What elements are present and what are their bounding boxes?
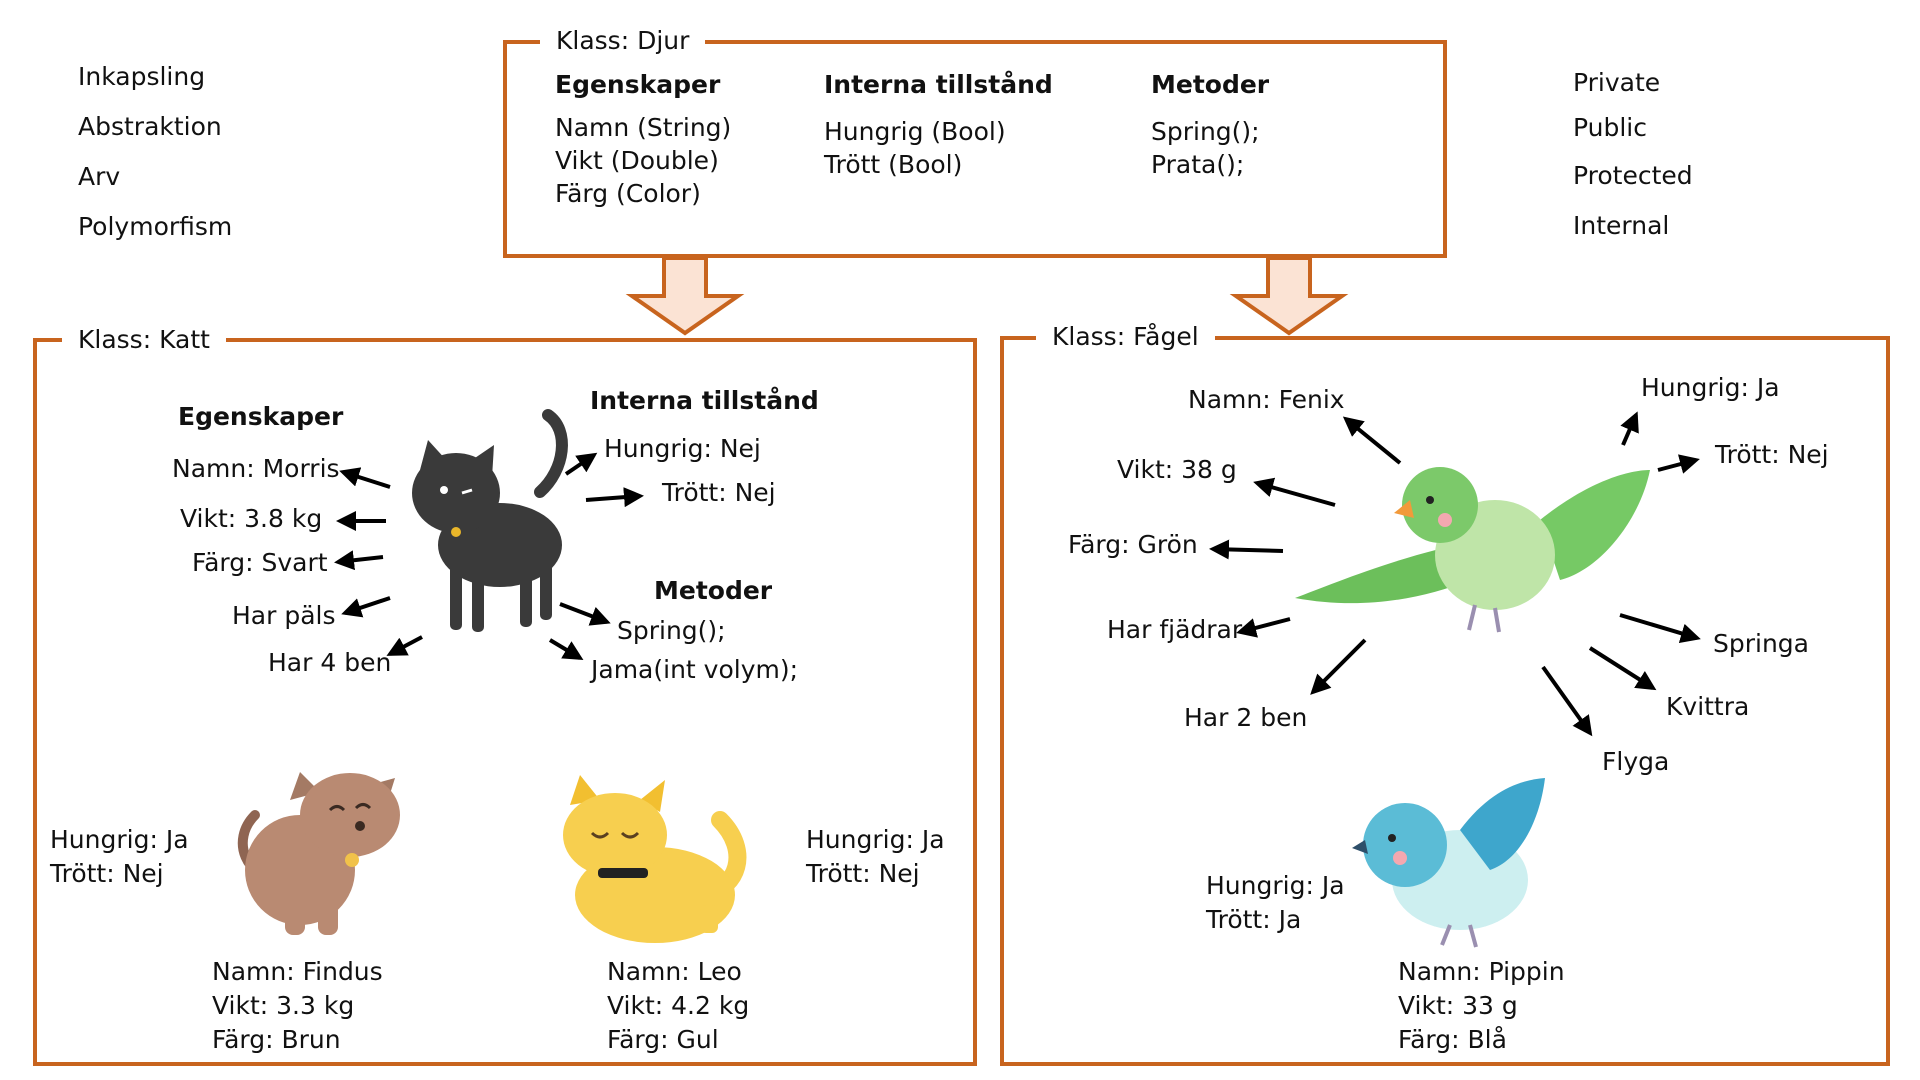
concept-polymorphism: Polymorfism: [78, 212, 233, 241]
cat-property-name: Namn: Morris: [172, 454, 340, 483]
modifier-public: Public: [1573, 113, 1647, 142]
modifier-protected: Protected: [1573, 161, 1693, 190]
bird-method-chirp: Kvittra: [1666, 692, 1750, 721]
modifier-internal: Internal: [1573, 211, 1670, 240]
arrow-bird-weight: [1253, 477, 1336, 507]
pippin-info: Namn: Pippin Vikt: 33 g Färg: Blå: [1398, 957, 1565, 1054]
arrow-cat-color: [334, 550, 384, 571]
arrow-bird-fly: [1541, 665, 1593, 737]
base-class-box: [503, 40, 1447, 258]
cat-properties-heading: Egenskaper: [178, 402, 344, 431]
concept-abstraction: Abstraktion: [78, 112, 222, 141]
cat-methods-heading: Metoder: [654, 576, 773, 605]
cat-class-box: [33, 338, 977, 1066]
arrow-cat-meow: [548, 638, 584, 661]
bird-class-label: Klass: Fågel: [1036, 322, 1215, 352]
blue-bird-icon: [1352, 778, 1545, 948]
bird-method-run: Springa: [1713, 629, 1809, 658]
bird-state-hungry: Hungrig: Ja: [1641, 373, 1780, 402]
cat-method-run: Spring();: [617, 616, 726, 645]
cat-property-weight: Vikt: 3.8 kg: [180, 504, 323, 533]
pippin-state: Hungrig: Ja Trött: Ja: [1206, 871, 1345, 934]
bird-class-box: [1000, 336, 1890, 1066]
base-methods-heading: Metoder: [1151, 70, 1270, 99]
arrow-cat-name: [339, 467, 391, 489]
arrow-bird-feathers: [1236, 617, 1291, 638]
arrow-cat-run: [559, 602, 611, 626]
cat-state-hungry: Hungrig: Nej: [604, 434, 761, 463]
base-state: Hungrig (Bool): [824, 117, 1006, 146]
arrow-cat-fur: [341, 596, 391, 618]
base-property: Vikt (Double): [555, 146, 719, 175]
green-bird-icon: [1295, 467, 1650, 633]
cat-state-tired: Trött: Nej: [662, 478, 776, 507]
base-property: Färg (Color): [555, 179, 701, 208]
base-state-heading: Interna tillstånd: [824, 70, 1053, 99]
bird-property-weight: Vikt: 38 g: [1117, 455, 1237, 484]
arrow-bird-hungry: [1620, 411, 1639, 446]
inheritance-arrow-bird: [1229, 256, 1349, 336]
base-method: Spring();: [1151, 117, 1260, 146]
findus-state: Hungrig: Ja Trött: Nej: [50, 825, 189, 888]
cat-property-legs: Har 4 ben: [268, 648, 392, 677]
cat-property-fur: Har päls: [232, 601, 336, 630]
bird-method-fly: Flyga: [1602, 747, 1670, 776]
brown-cat-icon: [237, 772, 400, 935]
findus-info: Namn: Findus Vikt: 3.3 kg Färg: Brun: [212, 957, 383, 1054]
arrow-bird-tired: [1657, 454, 1700, 474]
yellow-cat-icon: [563, 775, 747, 943]
base-state: Trött (Bool): [824, 150, 963, 179]
arrow-cat-tired: [585, 487, 644, 508]
base-method: Prata();: [1151, 150, 1245, 179]
arrow-bird-chirp: [1588, 646, 1657, 691]
black-cat-icon: [412, 409, 568, 632]
arrow-cat-legs: [386, 635, 423, 656]
arrow-bird-legs: [1310, 638, 1367, 695]
concept-encapsulation: Inkapsling: [78, 62, 206, 91]
cat-property-color: Färg: Svart: [192, 548, 328, 577]
cat-class-label: Klass: Katt: [62, 325, 226, 355]
base-property: Namn (String): [555, 113, 732, 142]
arrow-cat-hungry: [564, 452, 598, 476]
inheritance-arrow-cat: [625, 256, 745, 336]
bird-property-color: Färg: Grön: [1068, 530, 1198, 559]
modifier-private: Private: [1573, 68, 1661, 97]
arrow-bird-run: [1619, 613, 1701, 644]
concept-inheritance: Arv: [78, 162, 121, 191]
leo-info: Namn: Leo Vikt: 4.2 kg Färg: Gul: [607, 957, 750, 1054]
leo-state: Hungrig: Ja Trött: Nej: [806, 825, 945, 888]
base-properties-heading: Egenskaper: [555, 70, 721, 99]
bird-property-feathers: Har fjädrar: [1107, 615, 1243, 644]
bird-state-tired: Trött: Nej: [1715, 440, 1829, 469]
bird-property-legs: Har 2 ben: [1184, 703, 1308, 732]
cat-method-meow: Jama(int volym);: [591, 655, 799, 684]
base-class-label: Klass: Djur: [540, 26, 706, 56]
arrow-bird-name: [1342, 416, 1402, 465]
cat-state-heading: Interna tillstånd: [590, 386, 819, 415]
arrow-bird-color: [1209, 539, 1284, 560]
bird-property-name: Namn: Fenix: [1188, 385, 1345, 414]
